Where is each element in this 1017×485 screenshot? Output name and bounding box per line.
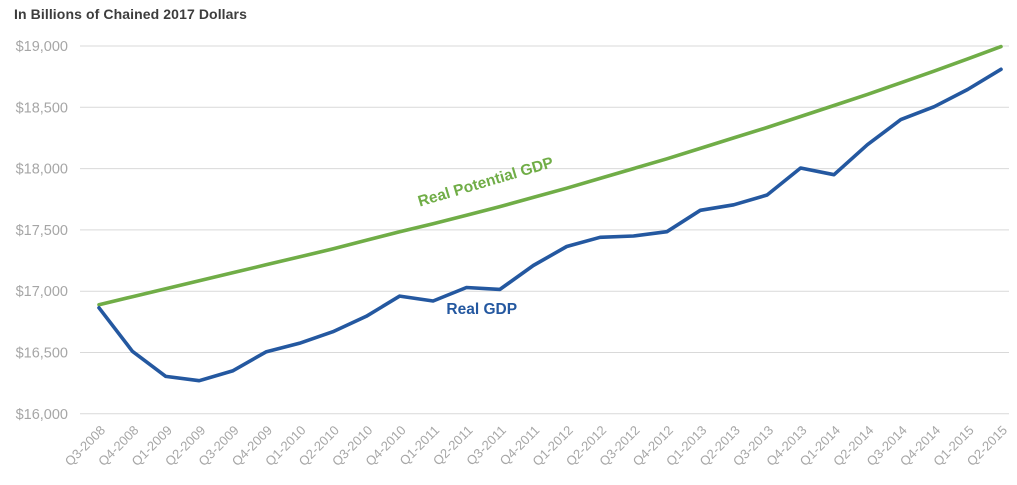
y-axis-tick-label: $18,500: [16, 100, 68, 116]
chart-title: In Billions of Chained 2017 Dollars: [14, 6, 247, 22]
series-label-real-gdp: Real GDP: [446, 301, 517, 318]
y-axis-tick-label: $16,000: [16, 407, 68, 423]
y-axis-tick-label: $19,000: [16, 39, 68, 55]
series-line-real-potential-gdp: [97, 44, 1003, 307]
series-line-real-gdp: [97, 67, 1003, 383]
y-axis-tick-label: $17,000: [16, 284, 68, 300]
series-label-real-potential-gdp: Real Potential GDP: [416, 154, 555, 210]
y-axis-tick-label: $16,500: [16, 346, 68, 362]
y-axis-tick-label: $17,500: [16, 223, 68, 239]
y-axis-tick-label: $18,000: [16, 162, 68, 178]
